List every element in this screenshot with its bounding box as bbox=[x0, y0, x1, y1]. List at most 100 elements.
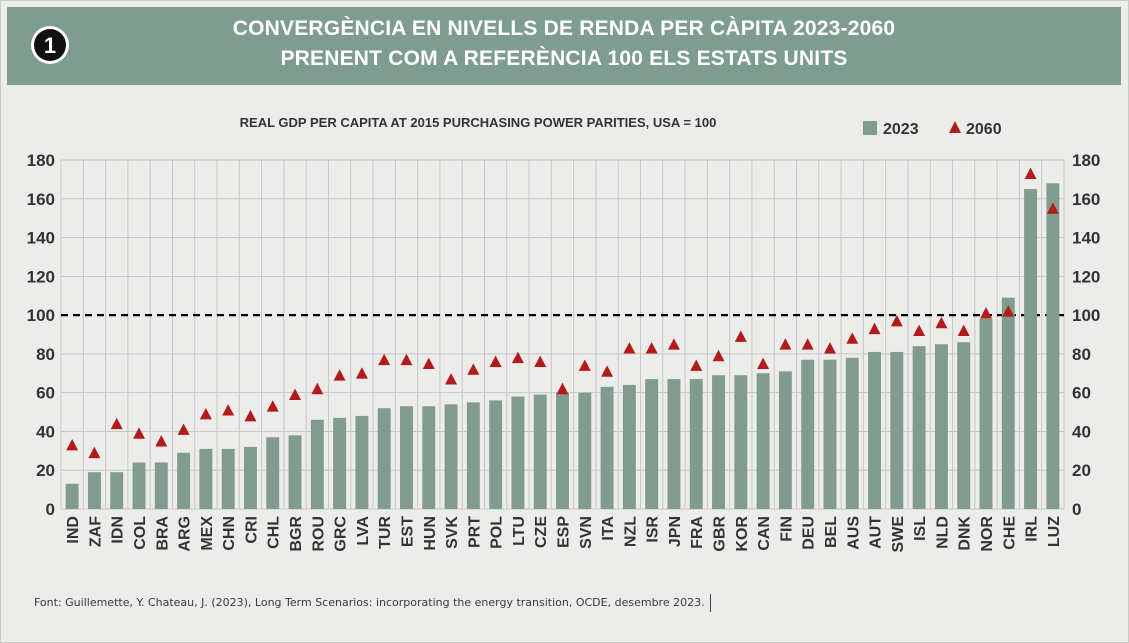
chart-subtitle: REAL GDP PER CAPITA AT 2015 PURCHASING P… bbox=[240, 115, 717, 130]
marker-2060-chl bbox=[266, 400, 279, 412]
bar-2023-svk bbox=[444, 404, 458, 509]
legend-swatch-2023 bbox=[863, 121, 877, 135]
source-note: Font: Guillemette, Y. Chateau, J. (2023)… bbox=[34, 594, 711, 612]
x-tick-label: PRT bbox=[466, 516, 483, 548]
bar-2023-swe bbox=[890, 351, 904, 509]
bar-2023-mex bbox=[199, 448, 213, 509]
bar-2023-jpn bbox=[667, 379, 681, 509]
x-tick-label: JPN bbox=[667, 516, 684, 547]
x-tick-label: MEX bbox=[199, 516, 216, 551]
number-badge: 1 bbox=[31, 26, 69, 64]
bar-2023-luz bbox=[1046, 183, 1060, 509]
y-tick-label-left: 80 bbox=[36, 345, 55, 364]
marker-2060-fin bbox=[779, 338, 792, 350]
y-tick-label-right: 0 bbox=[1072, 500, 1081, 519]
x-tick-label: CZE bbox=[533, 516, 550, 548]
y-tick-label-left: 120 bbox=[27, 267, 55, 286]
x-tick-label: CHE bbox=[1001, 516, 1018, 550]
marker-2060-fra bbox=[690, 359, 703, 371]
y-tick-label-left: 40 bbox=[36, 422, 55, 441]
bar-2023-zaf bbox=[87, 472, 101, 509]
bar-2023-gbr bbox=[712, 375, 725, 509]
marker-2060-dnk bbox=[957, 324, 970, 337]
x-tick-label: CHL bbox=[266, 516, 283, 549]
marker-2060-gbr bbox=[712, 349, 725, 362]
bars-2023 bbox=[65, 183, 1060, 510]
marker-2060-hun bbox=[422, 357, 435, 369]
title-line-2: PRENENT COM A REFERÈNCIA 100 ELS ESTATS … bbox=[280, 47, 848, 70]
bar-2023-esp bbox=[556, 392, 569, 509]
marker-2060-grc bbox=[333, 369, 346, 381]
marker-2060-rou bbox=[311, 382, 324, 395]
bar-2023-fin bbox=[778, 371, 792, 509]
bar-2023-svn bbox=[578, 392, 592, 509]
x-tick-label: LVA bbox=[355, 516, 372, 546]
bar-2023-can bbox=[756, 373, 770, 509]
marker-2060-est bbox=[400, 353, 413, 366]
x-tick-label: COL bbox=[132, 516, 149, 550]
x-tick-label: ROU bbox=[310, 516, 327, 552]
bar-2023-est bbox=[400, 406, 413, 509]
x-tick-label: SVN bbox=[578, 516, 595, 549]
y-tick-label-right: 180 bbox=[1072, 151, 1100, 170]
badge-disc bbox=[34, 29, 66, 61]
x-tick-label: SVK bbox=[444, 516, 461, 549]
x-tick-label: AUT bbox=[868, 516, 885, 549]
marker-2060-che bbox=[1002, 305, 1015, 317]
legend-label-2023: 2023 bbox=[883, 121, 919, 138]
x-tick-label: BRA bbox=[154, 516, 171, 551]
x-tick-label: LTU bbox=[511, 516, 528, 546]
bar-2023-isl bbox=[912, 346, 926, 509]
title-line-1: CONVERGÈNCIA EN NIVELLS DE RENDA PER CÀP… bbox=[232, 17, 896, 40]
y-tick-label-right: 160 bbox=[1072, 190, 1100, 209]
bar-2023-aus bbox=[845, 357, 859, 509]
bar-2023-aut bbox=[868, 351, 882, 509]
legend-label-2060: 2060 bbox=[966, 121, 1002, 138]
x-tick-label: LUZ bbox=[1046, 516, 1063, 547]
x-tick-label: DEU bbox=[801, 516, 818, 550]
source-text: Font: Guillemette, Y. Chateau, J. (2023)… bbox=[34, 596, 705, 609]
bar-2023-chn bbox=[221, 448, 235, 509]
marker-2060-cze bbox=[534, 355, 547, 368]
y-tick-label-right: 100 bbox=[1072, 306, 1100, 325]
marker-2060-chn bbox=[222, 404, 235, 416]
marker-2060-kor bbox=[734, 330, 747, 342]
bar-2023-grc bbox=[333, 417, 347, 509]
bar-2023-nor bbox=[979, 318, 993, 509]
bar-2023-rou bbox=[310, 419, 324, 509]
header-banner: CONVERGÈNCIA EN NIVELLS DE RENDA PER CÀP… bbox=[7, 7, 1121, 85]
bar-2023-kor bbox=[734, 375, 748, 509]
y-tick-label-right: 120 bbox=[1072, 267, 1100, 286]
marker-2060-zaf bbox=[88, 446, 101, 459]
marker-2060-nld bbox=[935, 316, 948, 329]
y-tick-label-left: 100 bbox=[27, 306, 55, 325]
y-tick-label-left: 60 bbox=[36, 384, 55, 403]
x-tick-label: NOR bbox=[979, 516, 996, 552]
bar-2023-idn bbox=[110, 472, 124, 509]
bar-2023-nld bbox=[934, 344, 948, 509]
bar-2023-lva bbox=[355, 415, 369, 509]
x-tick-label: ISR bbox=[645, 516, 662, 543]
marker-2060-col bbox=[133, 427, 146, 439]
marker-2060-jpn bbox=[667, 338, 680, 350]
marker-2060-aut bbox=[868, 322, 881, 335]
x-tick-label: AUS bbox=[845, 516, 862, 550]
badge-number: 1 bbox=[44, 33, 56, 58]
x-tick-label: DNK bbox=[957, 516, 974, 551]
x-tick-label: BGR bbox=[288, 516, 305, 552]
y-tick-label-left: 0 bbox=[46, 500, 55, 519]
marker-2060-ita bbox=[601, 365, 614, 377]
y-tick-label-right: 60 bbox=[1072, 384, 1091, 403]
marker-2060-mex bbox=[199, 407, 212, 420]
y-tick-label-right: 20 bbox=[1072, 461, 1091, 480]
x-tick-label: GBR bbox=[712, 516, 729, 552]
marker-2060-lva bbox=[355, 367, 368, 379]
bar-2023-deu bbox=[801, 359, 815, 509]
bar-2023-chl bbox=[266, 437, 280, 509]
marker-2060-nor bbox=[979, 307, 992, 319]
y-tick-label-right: 40 bbox=[1072, 422, 1091, 441]
bar-2023-bra bbox=[154, 462, 168, 509]
bar-2023-dnk bbox=[957, 342, 971, 509]
